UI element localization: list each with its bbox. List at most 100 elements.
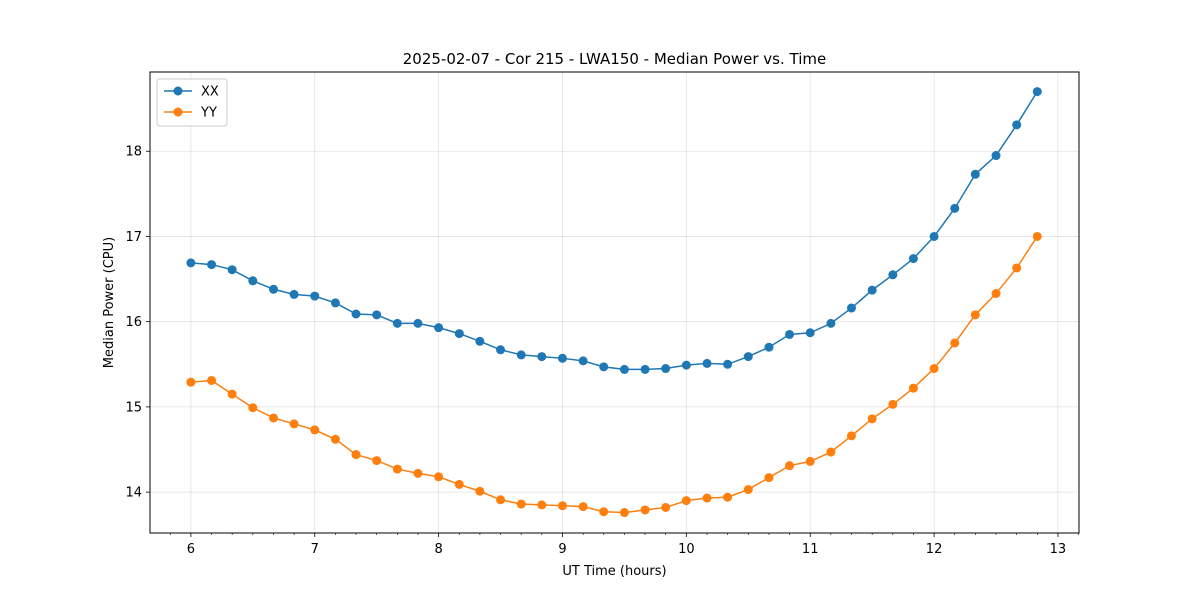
data-point (970, 310, 980, 320)
data-point (516, 499, 526, 509)
data-point (764, 342, 774, 352)
data-point (723, 359, 733, 369)
data-point (702, 358, 712, 368)
data-point (950, 203, 960, 213)
series-line-yy (190, 236, 1038, 514)
data-point (991, 289, 1001, 299)
data-point (207, 260, 217, 270)
y-axis-label: Median Power (CPU) (102, 237, 117, 368)
x-tick-label: 11 (802, 542, 819, 557)
data-point (929, 231, 939, 241)
data-point (929, 364, 939, 374)
chart-title: 2025-02-07 - Cor 215 - LWA150 - Median P… (403, 50, 827, 68)
data-point (970, 169, 980, 179)
data-point (578, 356, 588, 366)
data-point (413, 318, 423, 328)
data-point (599, 362, 609, 372)
legend-entry-yy[interactable]: YY (164, 106, 217, 121)
y-tick-label: 17 (125, 230, 142, 245)
data-point (310, 425, 320, 435)
data-point (413, 468, 423, 478)
data-point (289, 289, 299, 299)
series-layer (186, 87, 1042, 518)
data-point (1032, 87, 1042, 97)
data-point (826, 318, 836, 328)
y-tick-label: 14 (125, 486, 142, 501)
data-point (454, 479, 464, 489)
x-tick-label: 8 (434, 542, 442, 557)
legend-entry-xx[interactable]: XX (164, 85, 219, 100)
data-point (619, 508, 629, 518)
y-axis: 14 15 16 17 18 (125, 145, 150, 501)
data-point (330, 298, 340, 308)
y-tick-label: 16 (125, 315, 142, 330)
data-point (950, 338, 960, 348)
data-point (888, 270, 898, 280)
data-point (434, 472, 444, 482)
legend-label-xx: XX (201, 85, 219, 100)
x-axis: 6 7 8 9 10 11 12 13 (169, 533, 1079, 557)
data-point (372, 310, 382, 320)
data-point (681, 360, 691, 370)
data-point (557, 501, 567, 511)
data-point (351, 309, 361, 319)
data-point (392, 318, 402, 328)
x-axis-label: UT Time (hours) (562, 564, 666, 579)
data-point (702, 493, 712, 503)
data-point (392, 464, 402, 474)
data-point (1032, 231, 1042, 241)
data-point (640, 364, 650, 374)
data-point (785, 461, 795, 471)
data-point (248, 276, 258, 286)
data-point (640, 505, 650, 515)
data-point (248, 403, 258, 413)
data-point (805, 456, 815, 466)
data-point (826, 447, 836, 457)
data-point (1012, 120, 1022, 130)
x-tick-label: 7 (311, 542, 319, 557)
legend[interactable]: XX YY (156, 78, 228, 127)
data-point (372, 456, 382, 466)
data-point (888, 399, 898, 409)
series-line-xx (190, 91, 1038, 371)
x-tick-label: 13 (1050, 542, 1067, 557)
data-point (207, 375, 217, 385)
data-point (867, 414, 877, 424)
data-point (578, 502, 588, 512)
data-point (846, 303, 856, 313)
y-tick-label: 15 (125, 400, 142, 415)
data-point (496, 345, 506, 355)
data-point (537, 352, 547, 362)
legend-marker-xx (173, 86, 183, 96)
data-point (619, 364, 629, 374)
series-xx (186, 87, 1042, 374)
plot-frame (149, 71, 1080, 534)
data-point (269, 413, 278, 423)
data-point (186, 377, 196, 387)
data-point (227, 389, 237, 399)
data-point (475, 486, 485, 496)
data-point (269, 284, 278, 294)
grid (150, 72, 1079, 533)
data-point (557, 353, 567, 363)
data-point (805, 328, 815, 338)
data-point (764, 473, 774, 483)
x-tick-label: 9 (558, 542, 566, 557)
data-point (846, 431, 856, 441)
data-point (908, 383, 918, 393)
data-point (310, 291, 320, 301)
data-point (496, 495, 506, 505)
data-point (661, 502, 671, 512)
data-point (475, 336, 485, 346)
x-tick-label: 6 (187, 542, 195, 557)
data-point (1012, 263, 1022, 273)
data-point (537, 500, 547, 510)
data-point (908, 254, 918, 264)
series-yy (186, 231, 1042, 518)
data-point (743, 485, 753, 495)
legend-label-yy: YY (200, 106, 217, 121)
data-point (661, 364, 671, 374)
x-tick-label: 10 (678, 542, 695, 557)
data-point (991, 151, 1001, 161)
data-point (785, 329, 795, 339)
